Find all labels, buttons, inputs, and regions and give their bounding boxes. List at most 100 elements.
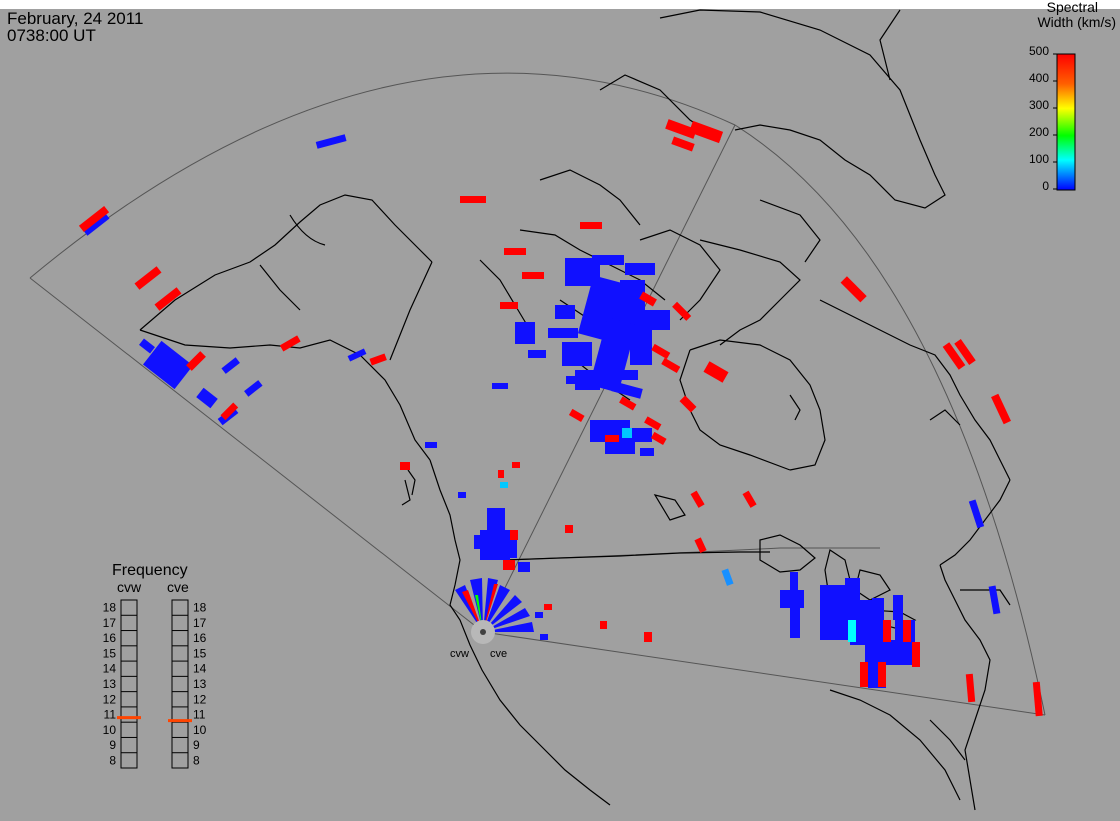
backscatter-cell xyxy=(186,351,206,371)
backscatter-cell xyxy=(460,196,486,203)
backscatter-cell xyxy=(483,622,534,632)
backscatter-cell xyxy=(988,585,1001,615)
backscatter-cell xyxy=(644,632,652,642)
backscatter-cell xyxy=(650,431,667,445)
backscatter-cell xyxy=(492,383,508,389)
backscatter-cell xyxy=(244,380,263,397)
backscatter-cell xyxy=(575,370,600,390)
backscatter-cell xyxy=(679,395,697,413)
backscatter-cell xyxy=(528,350,546,358)
backscatter-cell xyxy=(651,343,671,359)
backscatter-cell xyxy=(483,595,522,632)
backscatter-cell xyxy=(665,119,697,139)
colorbar: Spectral Width (km/s) 500 400 300 200 10… xyxy=(1029,0,1116,193)
backscatter-cell xyxy=(991,393,1011,425)
colorbar-tick: 400 xyxy=(1029,71,1049,85)
frequency-tick-left: 8 xyxy=(109,753,116,767)
frequency-tick-right: 15 xyxy=(193,646,207,660)
frequency-tick-left: 16 xyxy=(103,631,117,645)
colorbar-gradient xyxy=(1056,53,1076,191)
backscatter-cell xyxy=(968,499,985,529)
backscatter-cell xyxy=(555,305,575,319)
backscatter-cell xyxy=(566,376,576,384)
time-label: 0738:00 UT xyxy=(7,26,96,45)
frequency-tick-right: 17 xyxy=(193,616,207,630)
frequency-tick-left: 9 xyxy=(109,738,116,752)
backscatter-cell xyxy=(143,340,193,390)
backscatter-cell xyxy=(540,634,548,640)
backscatter-cell xyxy=(590,420,630,442)
backscatter-cell xyxy=(580,222,602,229)
field-of-view-outline xyxy=(29,72,1046,716)
backscatter-cell xyxy=(640,448,654,456)
frequency-tick-left: 11 xyxy=(104,708,117,722)
backscatter-cell xyxy=(605,440,635,454)
backscatter-cell xyxy=(703,361,729,383)
colorbar-tick: 0 xyxy=(1042,179,1049,193)
backscatter-cell xyxy=(82,212,110,236)
backscatter-cell xyxy=(790,608,800,638)
backscatter-cell xyxy=(568,408,585,422)
backscatter-cell xyxy=(220,402,239,421)
backscatter-cell xyxy=(605,435,619,442)
backscatter-cell xyxy=(510,530,518,540)
frequency-column-cve xyxy=(171,599,189,769)
backscatter-cell xyxy=(504,248,526,255)
backscatter-cell xyxy=(661,357,681,373)
frequency-tick-left: 10 xyxy=(103,723,117,737)
backscatter-cell xyxy=(455,585,483,632)
backscatter-cell xyxy=(518,562,530,572)
colorbar-tick: 100 xyxy=(1029,152,1049,166)
backscatter-cell xyxy=(522,272,544,279)
backscatter-cell xyxy=(548,328,578,338)
backscatter-cell xyxy=(644,416,662,431)
backscatter-cell xyxy=(790,572,798,594)
station-label-cvw: cvw xyxy=(450,648,469,660)
backscatter-cell xyxy=(721,568,734,586)
backscatter-cell xyxy=(903,620,911,642)
backscatter-cell xyxy=(139,338,155,354)
colorbar-title-line1: Spectral xyxy=(1047,0,1098,15)
frequency-tick-right: 12 xyxy=(193,692,207,706)
backscatter-cell xyxy=(474,535,482,549)
backscatter-cell xyxy=(535,612,543,618)
backscatter-cells xyxy=(78,119,1043,717)
frequency-tick-right: 16 xyxy=(193,631,207,645)
backscatter-cell xyxy=(515,322,535,344)
backscatter-cell xyxy=(848,620,856,642)
backscatter-cell xyxy=(505,540,517,558)
backscatter-cell xyxy=(425,442,437,448)
backscatter-cell xyxy=(954,339,976,365)
backscatter-cell xyxy=(942,342,966,370)
backscatter-cell xyxy=(671,136,695,152)
backscatter-cell xyxy=(840,276,867,303)
backscatter-cell xyxy=(503,560,515,570)
backscatter-cell xyxy=(620,370,638,380)
backscatter-cell xyxy=(500,302,518,309)
frequency-tick-left: 18 xyxy=(103,601,117,615)
backscatter-cell xyxy=(625,263,655,275)
backscatter-cell xyxy=(279,335,301,352)
backscatter-cell xyxy=(498,470,504,478)
backscatter-cell xyxy=(630,428,652,442)
backscatter-cell xyxy=(470,578,483,632)
backscatter-cell xyxy=(562,342,592,366)
colorbar-tick: 300 xyxy=(1029,98,1049,112)
frequency-tick-left: 13 xyxy=(103,677,117,691)
date-label: February, 24 2011 xyxy=(7,9,143,28)
backscatter-cell xyxy=(1032,681,1043,717)
backscatter-cell xyxy=(639,291,657,307)
backscatter-cell xyxy=(742,490,757,508)
backscatter-cell xyxy=(315,134,347,149)
backscatter-cell xyxy=(78,205,110,233)
backscatter-cell xyxy=(221,357,240,374)
colorbar-tick: 200 xyxy=(1029,125,1049,139)
backscatter-cell xyxy=(600,621,607,629)
backscatter-cell xyxy=(865,640,895,665)
backscatter-cell xyxy=(544,604,552,610)
backscatter-cell xyxy=(622,428,632,438)
frequency-column-cvw xyxy=(120,599,138,769)
backscatter-cell xyxy=(883,620,891,642)
